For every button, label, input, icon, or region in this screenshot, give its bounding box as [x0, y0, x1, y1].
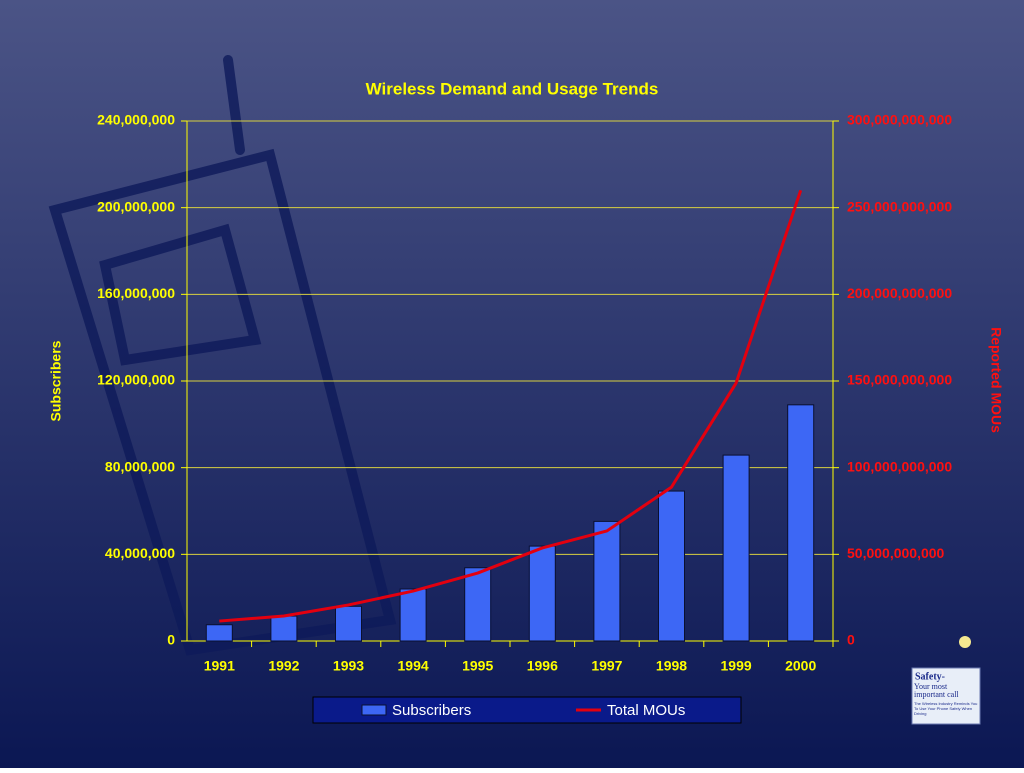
y2-tick-label: 100,000,000,000 [847, 458, 952, 474]
x-tick-label: 1997 [591, 658, 622, 674]
logo-note: The Wireless Industry Reminds You To Use… [914, 701, 978, 716]
bar [787, 404, 815, 642]
y-tick-label: 0 [167, 632, 175, 648]
y-tick-label: 40,000,000 [105, 545, 175, 561]
y2-tick-label: 300,000,000,000 [847, 112, 952, 128]
bar [205, 624, 233, 642]
y2-tick-label: 200,000,000,000 [847, 285, 952, 301]
logo-title: Safety- [915, 671, 945, 682]
bar [464, 567, 492, 642]
y2-axis-label: Reported MOUs [988, 327, 1004, 433]
bar [335, 605, 362, 642]
y2-tick-label: 150,000,000,000 [847, 372, 952, 388]
y2-tick-label: 50,000,000,000 [847, 545, 945, 561]
y-axis-label: Subscribers [48, 340, 64, 421]
phone-illustration [48, 55, 397, 656]
chart-title: Wireless Demand and Usage Trends [366, 79, 659, 98]
logo: Safety- Your most important call The Wir… [911, 636, 981, 725]
line [219, 189, 803, 623]
bar [593, 520, 621, 642]
x-tick-label: 1998 [656, 658, 687, 674]
logo-text: Your most important call The Wireless In… [914, 683, 978, 716]
bar [722, 454, 750, 642]
x-tick-label: 1999 [721, 658, 752, 674]
logo-bulb [959, 636, 971, 648]
x-tick-label: 1993 [333, 658, 364, 674]
x-tick-label: 1991 [204, 658, 235, 674]
y2-tick-label: 250,000,000,000 [847, 198, 952, 214]
legend-label: Subscribers [392, 702, 471, 719]
bar [528, 545, 556, 642]
legend-swatch [361, 704, 387, 716]
y-tick-label: 160,000,000 [97, 285, 175, 301]
x-tick-label: 1992 [268, 658, 299, 674]
y-tick-label: 80,000,000 [105, 458, 175, 474]
bar [658, 490, 685, 642]
logo-box [911, 667, 981, 725]
logo-tagline: Your most important call [914, 683, 959, 699]
x-tick-label: 1994 [398, 658, 429, 674]
x-tick-label: 1995 [462, 658, 493, 674]
x-tick-label: 1996 [527, 658, 558, 674]
x-tick-label: 2000 [785, 658, 816, 674]
y-tick-label: 200,000,000 [97, 198, 175, 214]
bar [270, 615, 298, 642]
bar [399, 588, 427, 642]
y2-tick-label: 0 [847, 632, 855, 648]
y-tick-label: 240,000,000 [97, 112, 175, 128]
legend-label: Total MOUs [607, 702, 685, 719]
y-tick-label: 120,000,000 [97, 372, 175, 388]
